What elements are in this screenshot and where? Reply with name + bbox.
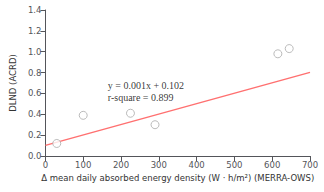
svg-text:700: 700 — [302, 160, 318, 170]
svg-text:1.2: 1.2 — [28, 26, 42, 36]
svg-text:400: 400 — [188, 160, 204, 170]
svg-text:300: 300 — [151, 160, 167, 170]
svg-text:0.4: 0.4 — [28, 109, 42, 119]
svg-text:DLND (ACRD): DLND (ACRD) — [8, 54, 18, 112]
svg-text:y = 0.001x + 0.102: y = 0.001x + 0.102 — [108, 80, 184, 91]
svg-text:100: 100 — [75, 160, 91, 170]
svg-text:0.2: 0.2 — [28, 130, 42, 140]
svg-text:0: 0 — [43, 160, 48, 170]
svg-text:0.8: 0.8 — [28, 68, 42, 78]
svg-text:600: 600 — [264, 160, 280, 170]
svg-text:1.4: 1.4 — [28, 5, 42, 15]
svg-text:0.0: 0.0 — [28, 151, 42, 161]
svg-text:0.6: 0.6 — [28, 88, 42, 98]
svg-text:Δ mean daily absorbed energy d: Δ mean daily absorbed energy density (W … — [41, 173, 314, 183]
svg-text:200: 200 — [113, 160, 129, 170]
svg-text:500: 500 — [226, 160, 242, 170]
svg-text:r-square = 0.899: r-square = 0.899 — [108, 92, 174, 103]
svg-text:1.0: 1.0 — [28, 47, 42, 57]
